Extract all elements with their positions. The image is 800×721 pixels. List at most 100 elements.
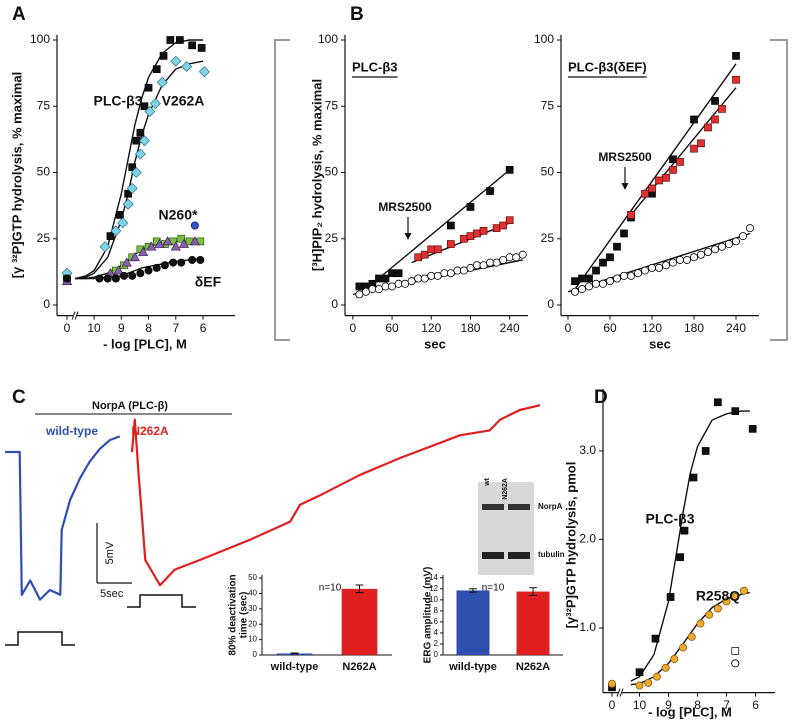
- marker: [722, 597, 731, 606]
- y-tick-label: 100: [30, 32, 50, 46]
- x-tick-label: 10: [633, 698, 647, 712]
- series-label: R258Q: [696, 588, 740, 604]
- y-tick-label: 40: [248, 589, 257, 598]
- marker: [718, 105, 726, 113]
- marker: [453, 266, 462, 275]
- marker: [711, 97, 719, 105]
- x-tick-label: 7: [172, 321, 179, 335]
- y-tick-label: 75: [325, 98, 339, 112]
- annotation: n=10: [319, 583, 342, 594]
- marker: [725, 240, 734, 249]
- y-tick-label: 10: [429, 595, 438, 604]
- marker: [427, 271, 436, 280]
- marker: [440, 269, 449, 278]
- annotation-arrowhead: [404, 233, 412, 240]
- series-label: PLC-β3: [94, 93, 143, 109]
- marker: [634, 269, 643, 278]
- y-axis-label: [³H]PIP₂ hydrolysis, % maximal: [309, 79, 324, 271]
- marker: [732, 52, 740, 60]
- chart-title: PLC-β3(δEF): [568, 59, 647, 74]
- marker: [479, 226, 488, 235]
- marker: [571, 287, 580, 296]
- axis-break: [616, 688, 621, 697]
- marker: [585, 282, 594, 291]
- marker: [711, 115, 719, 124]
- marker: [169, 258, 178, 267]
- x-tick-label: 0: [565, 321, 572, 335]
- marker: [670, 654, 679, 663]
- marker: [662, 173, 670, 182]
- scale-bar-label: 5sec: [100, 588, 124, 600]
- marker: [381, 274, 390, 283]
- x-axis-label: - log [PLC], M: [648, 704, 732, 719]
- marker: [518, 250, 527, 259]
- marker: [641, 266, 650, 275]
- marker: [170, 241, 181, 251]
- marker: [152, 263, 161, 272]
- marker: [578, 285, 587, 294]
- marker: [731, 593, 740, 602]
- x-tick-label: 180: [684, 321, 704, 335]
- marker: [669, 166, 677, 174]
- marker: [154, 238, 165, 248]
- y-tick-label: 12: [429, 584, 438, 593]
- marker: [473, 229, 481, 238]
- panel-letter: D: [594, 387, 608, 408]
- marker: [136, 269, 145, 278]
- marker: [160, 261, 169, 270]
- marker: [635, 681, 644, 690]
- marker: [95, 274, 104, 283]
- blot-band: [508, 552, 530, 559]
- panel-letter: C: [12, 387, 26, 408]
- marker: [177, 234, 186, 243]
- marker: [466, 232, 475, 240]
- bracket-left: [274, 39, 290, 341]
- marker: [697, 139, 705, 148]
- marker: [690, 144, 698, 153]
- y-tick-label: 0: [331, 297, 338, 311]
- marker: [486, 258, 495, 267]
- marker: [690, 253, 699, 262]
- marker: [446, 269, 455, 278]
- marker: [394, 269, 403, 278]
- blot-band: [482, 552, 504, 559]
- marker: [113, 265, 124, 275]
- y-axis-label: ERG amplitude (mV): [423, 567, 434, 664]
- bar: [516, 591, 550, 655]
- y-tick-label: 0: [43, 297, 50, 311]
- marker: [739, 232, 748, 241]
- y-tick-label: 25: [325, 231, 339, 245]
- marker: [129, 252, 141, 262]
- marker: [134, 148, 146, 160]
- marker: [731, 647, 740, 655]
- marker: [427, 245, 436, 254]
- marker: [669, 258, 678, 267]
- marker: [394, 279, 403, 288]
- x-tick-label: 7: [723, 698, 730, 712]
- marker: [635, 668, 644, 677]
- marker: [683, 255, 692, 264]
- marker: [732, 75, 740, 84]
- marker: [176, 36, 184, 44]
- marker: [110, 225, 122, 237]
- y-axis-label: [γ³²P]GTP hydrolysis, pmol: [563, 462, 578, 629]
- y-axis-label: [γ ³²P]GTP hydrolysis, % maximal: [9, 72, 24, 278]
- marker: [103, 274, 112, 283]
- marker: [679, 643, 688, 652]
- marker: [608, 679, 617, 688]
- y-tick-label: 6: [434, 617, 439, 626]
- marker: [117, 217, 129, 229]
- marker: [492, 224, 501, 232]
- marker: [138, 135, 150, 147]
- marker: [433, 271, 442, 280]
- bar: [456, 590, 490, 655]
- marker: [198, 66, 210, 78]
- marker: [676, 158, 684, 166]
- marker: [159, 52, 168, 60]
- marker: [368, 285, 377, 294]
- bar: [341, 588, 378, 655]
- marker: [447, 240, 455, 248]
- y-tick-label: 1.0: [579, 620, 596, 634]
- marker: [512, 253, 521, 262]
- marker: [447, 221, 455, 230]
